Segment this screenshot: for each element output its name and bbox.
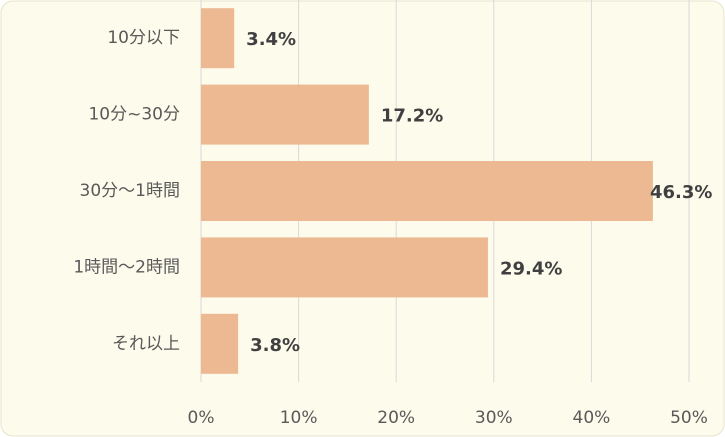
y-tick-label: 30分～1時間 bbox=[80, 181, 180, 201]
x-tick-label: 30% bbox=[475, 408, 513, 428]
value-label: 17.2% bbox=[381, 106, 443, 127]
y-tick-label: 1時間～2時間 bbox=[73, 257, 180, 277]
value-label: 29.4% bbox=[500, 258, 562, 279]
x-tick-label: 40% bbox=[573, 408, 611, 428]
x-tick-label: 10% bbox=[280, 408, 318, 428]
x-tick-label: 50% bbox=[670, 408, 708, 428]
x-tick-label: 0% bbox=[188, 408, 215, 428]
bar bbox=[201, 84, 369, 145]
value-label: 3.8% bbox=[250, 335, 300, 356]
y-tick-label: 10分~30分 bbox=[88, 105, 180, 125]
y-tick-label: 10分以下 bbox=[107, 28, 180, 48]
bar bbox=[201, 313, 239, 374]
x-tick-label: 20% bbox=[377, 408, 415, 428]
value-label: 3.4% bbox=[246, 29, 296, 50]
bar bbox=[201, 8, 235, 69]
y-tick-label: それ以上 bbox=[112, 334, 180, 354]
bar bbox=[201, 161, 653, 221]
value-label: 46.3% bbox=[650, 182, 712, 203]
bar bbox=[201, 237, 488, 298]
